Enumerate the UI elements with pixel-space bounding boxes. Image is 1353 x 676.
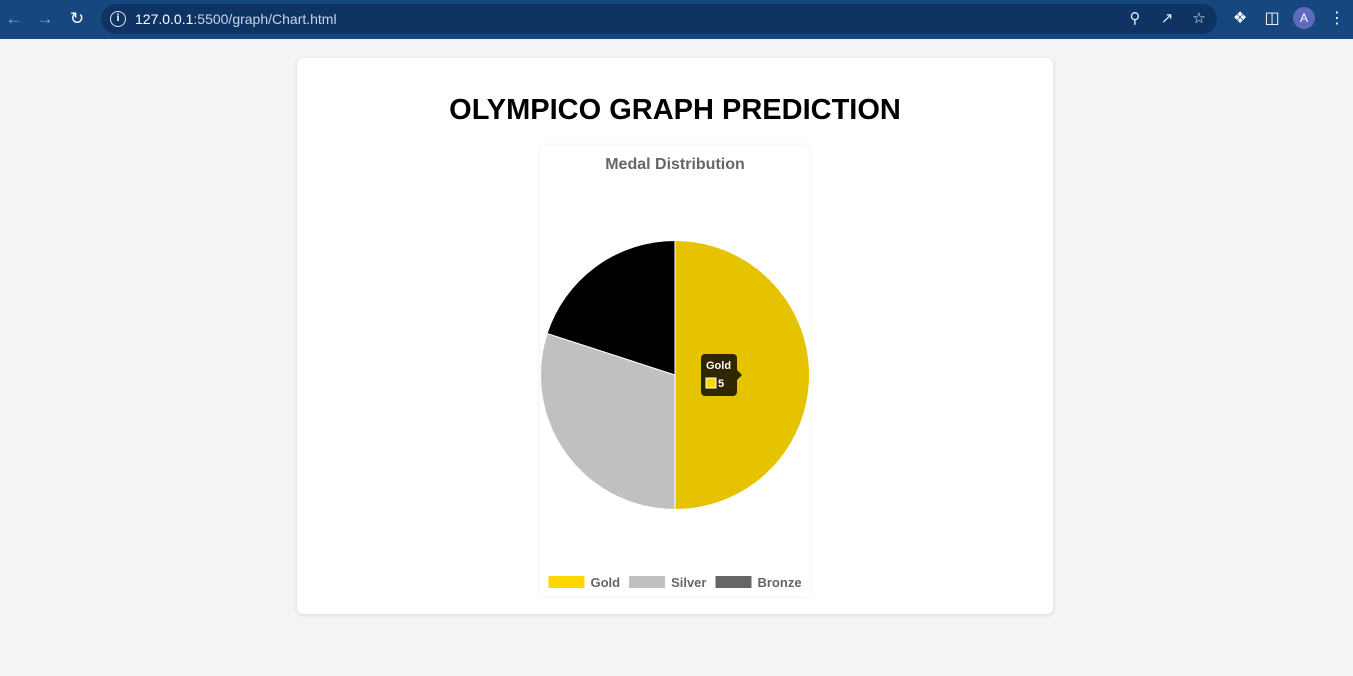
legend-label-gold: Gold bbox=[590, 575, 620, 590]
tooltip-label: Gold bbox=[706, 360, 731, 372]
side-panel-icon[interactable]: ◫ bbox=[1264, 10, 1280, 27]
pie-slice-silver[interactable] bbox=[540, 332, 676, 511]
share-icon[interactable]: ↗ bbox=[1160, 10, 1174, 27]
zoom-icon[interactable]: ⚲ bbox=[1129, 10, 1141, 27]
browser-toolbar: ← → ↻ i 127.0.0.1:5500/graph/Chart.html … bbox=[0, 0, 1353, 39]
tooltip-swatch bbox=[705, 377, 717, 389]
pie-slice-gold[interactable] bbox=[674, 239, 810, 511]
reload-icon[interactable]: ↻ bbox=[69, 9, 85, 28]
extensions-puzzle-icon[interactable]: ❖ bbox=[1232, 10, 1248, 27]
chart-container: Medal Distribution Gold 5 Gold Silver Bronze bbox=[540, 146, 810, 596]
main-card: OLYMPICO GRAPH PREDICTION Medal Distribu… bbox=[297, 58, 1053, 614]
legend-label-bronze: Bronze bbox=[757, 575, 801, 590]
tooltip-caret bbox=[737, 370, 742, 380]
profile-avatar[interactable]: A bbox=[1293, 7, 1315, 29]
url-host: 127.0.0.1 bbox=[135, 11, 194, 27]
site-info-icon[interactable]: i bbox=[110, 11, 126, 27]
legend-swatch-silver[interactable] bbox=[629, 576, 666, 588]
address-bar[interactable]: i 127.0.0.1:5500/graph/Chart.html ⚲ ↗ ☆ bbox=[101, 4, 1217, 34]
pie-slice-bronze[interactable] bbox=[546, 239, 676, 376]
back-arrow-icon[interactable]: ← bbox=[5, 9, 23, 28]
bookmark-star-icon[interactable]: ☆ bbox=[1192, 10, 1206, 27]
tooltip-value: 5 bbox=[718, 378, 724, 390]
pie-chart: Medal Distribution Gold 5 Gold Silver Bronze bbox=[540, 156, 810, 590]
chart-title: Medal Distribution bbox=[605, 156, 745, 173]
url-path: :5500/graph/Chart.html bbox=[193, 11, 337, 27]
legend-swatch-gold[interactable] bbox=[548, 576, 585, 588]
page-title: OLYMPICO GRAPH PREDICTION bbox=[449, 94, 901, 126]
legend-swatch-bronze[interactable] bbox=[715, 576, 752, 588]
menu-kebab-icon[interactable]: ⋮ bbox=[1329, 10, 1345, 27]
url-text[interactable]: 127.0.0.1:5500/graph/Chart.html bbox=[135, 11, 337, 27]
legend-label-silver: Silver bbox=[671, 575, 706, 590]
forward-arrow-icon[interactable]: → bbox=[36, 9, 54, 28]
